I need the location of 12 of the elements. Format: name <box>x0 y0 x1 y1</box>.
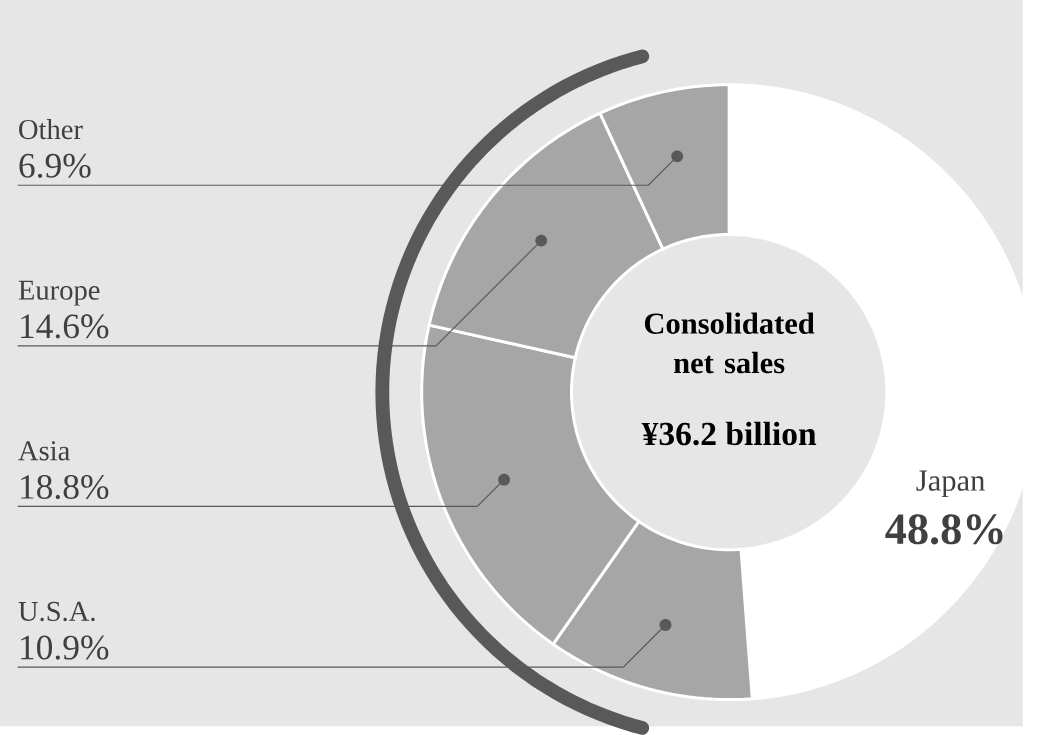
data-label: 6.9% <box>19 153 91 178</box>
slice-label: U.S.A. <box>18 601 95 622</box>
slice-label: Other <box>19 119 83 140</box>
slice-label: Japan <box>916 470 985 498</box>
slice-label: Europe <box>18 280 100 306</box>
data-label: 18.8% <box>21 475 109 500</box>
slice-label: Asia <box>18 441 70 461</box>
data-label: 48.8% <box>885 514 1003 545</box>
data-label: 14.6% <box>21 314 109 339</box>
data-label: 10.9% <box>21 635 109 660</box>
text: Consolidated net sales <box>644 312 815 374</box>
text: ¥36.2 billion <box>641 421 817 446</box>
